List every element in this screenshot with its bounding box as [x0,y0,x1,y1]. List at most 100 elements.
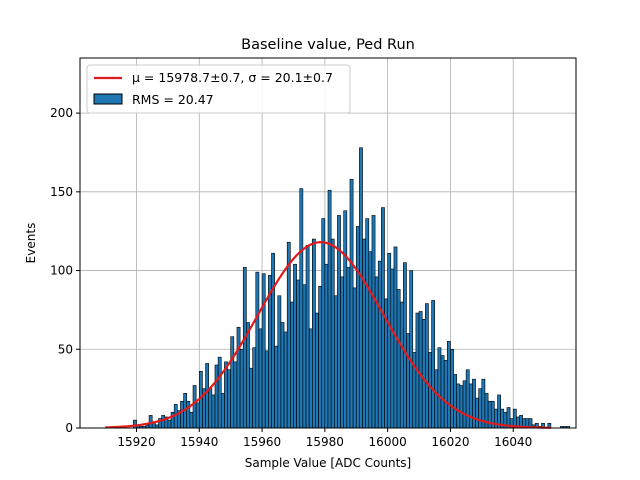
fit-curve-layer [105,241,551,429]
y-axis-title: Events [24,223,38,264]
histogram-bar [324,263,329,429]
histogram-bar [293,263,297,429]
histogram-bar [214,364,219,429]
histogram-bar [421,319,426,429]
histogram-bar [399,301,404,429]
legend-fit-label: μ = 15978.7±0.7, σ = 20.1±0.7 [132,70,333,85]
histogram-bar [315,312,319,429]
histogram-bar [255,271,260,429]
histogram-bar [318,285,323,429]
x-tick-label: 15980 [306,435,344,449]
histogram-bar [224,361,228,429]
x-tick-label: 16040 [494,435,532,449]
histogram-bar [239,348,244,429]
histogram-bar [434,369,439,429]
histogram-bar [340,276,344,429]
histogram-bar [186,400,191,429]
histogram-bar [261,273,266,429]
histogram-bar [468,383,473,429]
histogram-bar [450,348,454,429]
histogram-bar [459,385,464,429]
histogram-bar [258,328,263,429]
histogram-bar [133,419,137,429]
histogram-bar [233,361,238,429]
histogram-bar [462,380,467,429]
histogram-bar [205,363,210,429]
x-tick-label: 15920 [117,435,155,449]
histogram-bar [180,400,184,429]
histogram-bar [192,385,197,429]
histogram-bar [167,419,172,429]
histogram-bar [362,238,366,429]
histogram-bar [440,355,445,429]
histogram-bar [465,369,470,429]
histogram-bar [290,301,294,429]
histogram-bar [236,326,241,429]
histogram-bar [277,295,282,429]
gaussian-fit-curve [105,241,551,429]
histogram-bar [211,394,216,429]
y-tick-label: 50 [58,342,73,356]
legend-box [86,64,351,114]
histogram-bar [280,322,285,429]
histogram-bar [230,336,235,429]
histogram-bar [249,367,253,429]
histogram-bar [456,383,461,429]
histogram-bar [312,238,316,429]
histogram-bar [418,311,423,429]
histogram-bar [327,189,332,429]
histogram-bar [305,245,310,429]
histogram-bar [264,350,269,429]
histogram-bar [472,378,476,429]
histogram-bar [377,260,382,429]
histogram-bar [274,345,279,429]
histogram-bar [296,279,301,429]
histogram-bar [242,267,247,429]
histogram-bar [308,328,313,429]
y-axis: 0 50 100 150 200 [50,106,80,435]
histogram-bar [321,218,326,429]
histogram-bar [428,352,432,429]
legend: μ = 15978.7±0.7, σ = 20.1±0.7 RMS = 20.4… [86,64,351,114]
histogram-bar [283,331,288,429]
histogram-bar [268,274,272,429]
y-tick-label: 0 [65,421,73,435]
legend-hist-swatch [93,93,123,105]
x-tick-label: 16000 [369,435,407,449]
x-axis: 15920 15940 15960 15980 16000 16020 16040 [117,428,532,449]
histogram-bar [286,241,291,429]
histogram-bar [359,147,363,429]
histogram-bar [446,341,451,429]
histogram-bar [346,267,351,429]
histogram-bar [478,388,483,429]
histogram-bar [343,210,348,429]
histogram-bar [396,289,401,429]
histogram-bar [425,303,429,429]
histogram-bar [217,356,222,429]
histogram-bar [227,369,231,429]
histogram-bar [387,252,392,429]
x-tick-label: 15940 [180,435,218,449]
x-tick-label: 16020 [431,435,469,449]
y-tick-label: 200 [50,106,73,120]
histogram-bar [333,295,338,429]
histogram-bar [368,251,373,429]
histogram-bar [497,394,501,429]
histogram-bar [349,178,354,429]
histogram-bar [337,215,341,429]
histogram-bar [431,300,436,429]
plot-frame [79,57,577,429]
histogram-bar [355,226,360,429]
histogram-bar [161,415,166,429]
histogram-bar [352,287,357,429]
legend-hist-label: RMS = 20.47 [132,92,214,107]
histogram-bar [403,262,407,429]
histogram-bar [189,411,194,429]
histogram-bar [246,322,250,429]
histogram-bar [208,388,213,429]
x-axis-title: Sample Value [ADC Counts] [245,456,411,470]
histogram-bar [443,359,448,429]
y-tick-label: 100 [50,264,73,278]
histogram-bar [365,218,370,429]
